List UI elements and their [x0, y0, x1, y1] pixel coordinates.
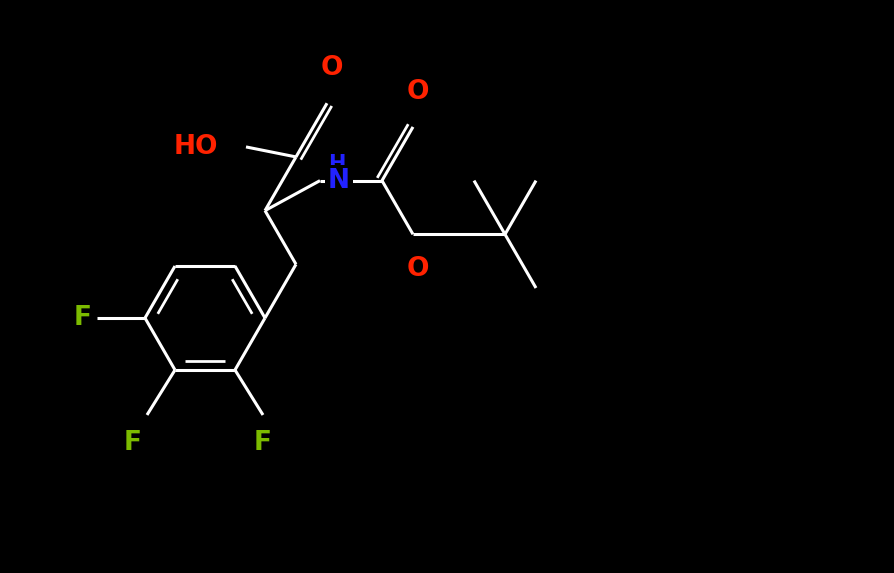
Text: O: O: [320, 55, 343, 81]
Text: H: H: [327, 154, 345, 174]
Text: F: F: [254, 430, 272, 456]
Text: F: F: [124, 430, 142, 456]
Text: O: O: [406, 256, 429, 282]
Text: N: N: [327, 168, 350, 194]
Text: F: F: [74, 305, 92, 331]
Text: O: O: [406, 79, 429, 105]
Text: HO: HO: [173, 134, 218, 160]
